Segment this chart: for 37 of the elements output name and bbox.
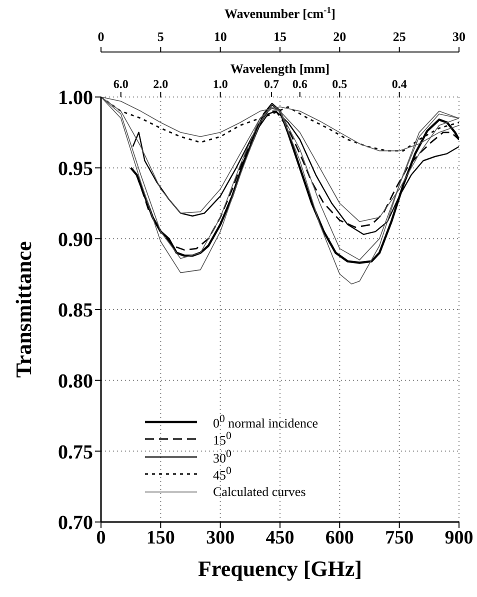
x2-tick-label: 25 [392,29,406,44]
text: 6.0 [113,77,128,91]
legend-label: 0$^{0}$ normal incidence [213,412,318,431]
x2-tick-label: 5 [157,29,164,44]
x-tick-label: 450 [266,527,294,548]
text: 0.5 [332,77,348,91]
y-tick-label: 0.95 [58,158,93,180]
text: Wavelength [mm] [230,61,330,76]
y-tick-label: 0.80 [58,370,93,392]
text: 0.6 [292,77,308,91]
x-tick-label: 300 [206,527,235,548]
x-tick-label: 0 [96,527,106,548]
x2-tick-label: 0 [98,29,104,44]
x-tick-label: 900 [444,527,474,548]
text: 2.0 [153,77,168,91]
y-tick-label: 0.70 [58,512,93,534]
text: 0.4 [392,77,407,91]
text: 1.0 [212,77,228,91]
x-tick-label: 150 [146,527,175,548]
y-tick-label: 0.90 [58,228,93,251]
x2-axis-title: Wavenumber [cm$^{-1}$] [224,5,336,21]
legend-label: Calculated curves [213,484,306,500]
x-tick-label: 750 [385,527,414,548]
y-axis-title: Transmittance [11,241,36,378]
x-axis-title: Frequency [GHz] [198,556,362,581]
x2-tick-label: 20 [333,29,346,44]
x2-tick-label: 15 [274,29,287,44]
x2-tick-label: 10 [214,29,227,44]
legend-label: 15$^{0}$ [213,430,232,448]
y-tick-label: 0.85 [58,300,93,322]
text: 0.7 [264,77,279,91]
y-tick-label: 1.00 [58,87,93,110]
y-tick-label: 0.75 [58,441,93,464]
legend-label: 45$^{0}$ [213,465,232,484]
x2-tick-label: 30 [452,29,466,44]
legend-label: 30$^{0}$ [213,448,232,466]
x-tick-label: 600 [325,527,354,548]
